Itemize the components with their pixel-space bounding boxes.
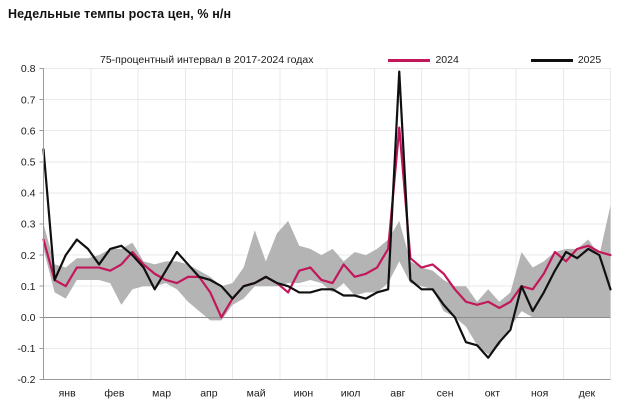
x-axis-tick-label: май [247, 388, 266, 400]
x-axis-tick-label: дек [579, 388, 596, 400]
x-axis-tick-labels: янв фев мар апр май июн июл авг сен окт ноя дек [59, 388, 596, 400]
y-axis-tick-label: 0.7 [21, 94, 36, 106]
x-axis-tick-label: апр [200, 388, 218, 400]
grid-layer [43, 68, 611, 380]
x-axis-tick-label: мар [152, 388, 171, 400]
y-axis-tick-label: 0.3 [21, 219, 36, 231]
y-axis-tick-label: 0.8 [21, 63, 36, 75]
x-axis-tick-label: окт [485, 388, 501, 400]
series-line-2024 [42, 126, 612, 319]
x-axis-tick-label: авг [390, 388, 405, 400]
y-axis-tick-label: 0.0 [21, 312, 36, 324]
y-axis-tick-label: -0.1 [17, 343, 35, 355]
axis-layer [39, 68, 611, 380]
legend-item-2024: 2024 [388, 54, 459, 66]
y-axis-tick-label: 0.6 [21, 125, 36, 137]
legend-label-2025: 2025 [577, 54, 602, 66]
x-axis-tick-label: июн [294, 388, 314, 400]
x-axis-tick-label: июл [341, 388, 361, 400]
x-axis-tick-label: ноя [531, 388, 548, 400]
y-axis-tick-label: 0.4 [21, 188, 36, 200]
y-axis-tick-label: 0.5 [21, 157, 36, 169]
line-series-layer [42, 70, 612, 359]
legend-label-band: 75-процентный интервал в 2017-2024 годах [100, 54, 314, 66]
chart-legend: 75-процентный интервал в 2017-2024 годах… [100, 52, 620, 68]
x-axis-tick-label: фев [104, 388, 124, 400]
series-line-2025 [42, 70, 612, 359]
y-axis-tick-label: -0.2 [17, 374, 35, 386]
legend-label-2024: 2024 [435, 54, 459, 66]
page-title: Недельные темпы роста цен, % н/н [8, 7, 232, 21]
legend-item-2025: 2025 [530, 54, 602, 66]
x-axis-tick-label: сен [437, 388, 454, 400]
x-axis-tick-label: янв [59, 388, 76, 400]
y-axis-tick-labels: 0.8 0.7 0.6 0.5 0.4 0.3 0.2 0.1 0.0 -0.1 -0.2 [17, 63, 35, 386]
y-axis-tick-label: 0.2 [21, 250, 36, 262]
legend-swatch-2025-icon [530, 58, 573, 62]
legend-item-band: 75-процентный интервал в 2017-2024 годах [100, 54, 313, 66]
y-axis-tick-label: 0.1 [21, 281, 36, 293]
legend-swatch-2024-icon [388, 58, 431, 62]
